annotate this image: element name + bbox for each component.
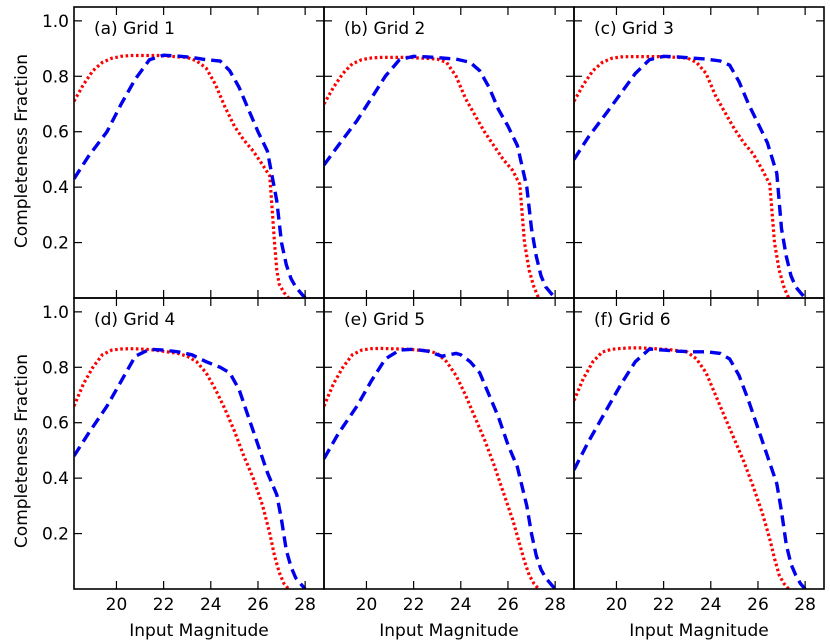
y-tick-label: 0.8 <box>42 67 69 87</box>
y-tick-label: 1.0 <box>42 303 69 323</box>
x-tick-label: 22 <box>653 595 675 615</box>
x-tick-label: 26 <box>747 595 769 615</box>
panel-3: (c) Grid 3 <box>573 6 825 299</box>
panel-label: (a) Grid 1 <box>94 19 175 39</box>
panel-frame <box>573 6 825 299</box>
panel-label: (f) Grid 6 <box>594 310 671 330</box>
panel-label: (c) Grid 3 <box>594 19 674 39</box>
series-line-blue-dashed <box>74 347 307 589</box>
x-tick-label: 26 <box>497 595 519 615</box>
x-tick-label: 20 <box>356 595 378 615</box>
x-tick-label: 28 <box>544 595 566 615</box>
x-tick-label: 20 <box>106 595 128 615</box>
series-line-blue-dashed <box>74 53 307 298</box>
x-tick-label: 24 <box>450 595 472 615</box>
y-axis-title-bottom: Completeness Fraction <box>12 354 32 548</box>
series-line-red-dotted <box>574 346 790 589</box>
x-tick-label: 20 <box>606 595 628 615</box>
x-axis-title-col3: Input Magnitude <box>629 621 769 641</box>
series-line-blue-dashed <box>574 54 807 298</box>
series-line-red-dotted <box>324 346 540 589</box>
y-tick-label: 0.8 <box>42 358 69 378</box>
y-tick-label: 0.6 <box>42 123 69 143</box>
y-tick-label: 1.0 <box>42 12 69 32</box>
series-line-blue-dashed <box>324 54 557 298</box>
y-tick-label: 0.6 <box>42 414 69 434</box>
panel-label: (e) Grid 5 <box>344 310 425 330</box>
panel-2: (b) Grid 2 <box>323 6 575 299</box>
x-tick-label: 22 <box>403 595 425 615</box>
panel-6: 20 22 24 26 28 (f) Grid 6 <box>573 297 825 615</box>
x-tick-label: 22 <box>153 595 175 615</box>
y-axis-title-top: Completeness Fraction <box>12 54 32 248</box>
series-line-blue-dashed <box>324 347 557 589</box>
x-tick-label: 24 <box>700 595 722 615</box>
x-tick-label: 28 <box>794 595 816 615</box>
y-tick-label: 0.4 <box>42 469 69 489</box>
x-tick-label: 24 <box>200 595 222 615</box>
panel-1: 0.2 0.4 0.6 0.8 1.0 (a) Grid 1 <box>42 6 325 299</box>
series-line-blue-dashed <box>574 347 807 589</box>
series-line-red-dotted <box>74 347 290 589</box>
series-line-red-dotted <box>574 54 791 298</box>
panel-frame <box>573 297 825 590</box>
x-axis-title-col2: Input Magnitude <box>379 621 519 641</box>
y-tick-label: 0.4 <box>42 178 69 198</box>
panels-layer: 0.2 0.4 0.6 0.8 1.0 (a) Grid 1 (b) Grid 2 (c) G… <box>42 6 825 615</box>
panel-5: 20 22 24 26 28 (e) Grid 5 <box>323 297 575 615</box>
y-tick-label: 0.2 <box>42 525 69 545</box>
series-line-red-dotted <box>324 55 541 298</box>
x-tick-label: 26 <box>247 595 269 615</box>
panel-4: 20 22 24 26 28 0.2 0.4 0.6 0.8 1.0 (d) Grid 4 <box>42 297 325 615</box>
panel-frame <box>73 6 325 299</box>
series-line-red-dotted <box>74 53 290 298</box>
panel-label: (b) Grid 2 <box>344 19 425 39</box>
x-axis-title-col1: Input Magnitude <box>129 621 269 641</box>
y-tick-label: 0.2 <box>42 234 69 254</box>
panel-label: (d) Grid 4 <box>94 310 175 330</box>
panel-frame <box>323 297 575 590</box>
x-tick-label: 28 <box>294 595 316 615</box>
